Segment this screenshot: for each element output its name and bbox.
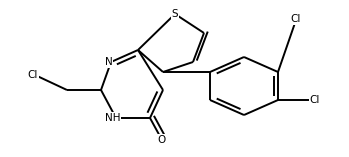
Text: Cl: Cl — [28, 70, 38, 80]
Text: O: O — [158, 135, 166, 145]
Text: NH: NH — [105, 113, 121, 123]
Text: S: S — [172, 9, 178, 19]
Text: Cl: Cl — [291, 14, 301, 24]
Text: Cl: Cl — [310, 95, 320, 105]
Text: N: N — [105, 57, 113, 67]
